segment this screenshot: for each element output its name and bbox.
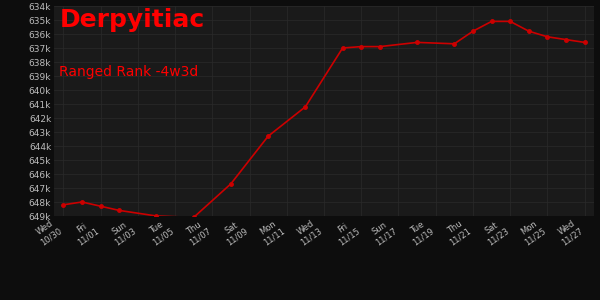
- Text: Derpyitiac: Derpyitiac: [59, 8, 205, 32]
- Text: Ranged Rank -4w3d: Ranged Rank -4w3d: [59, 65, 199, 79]
